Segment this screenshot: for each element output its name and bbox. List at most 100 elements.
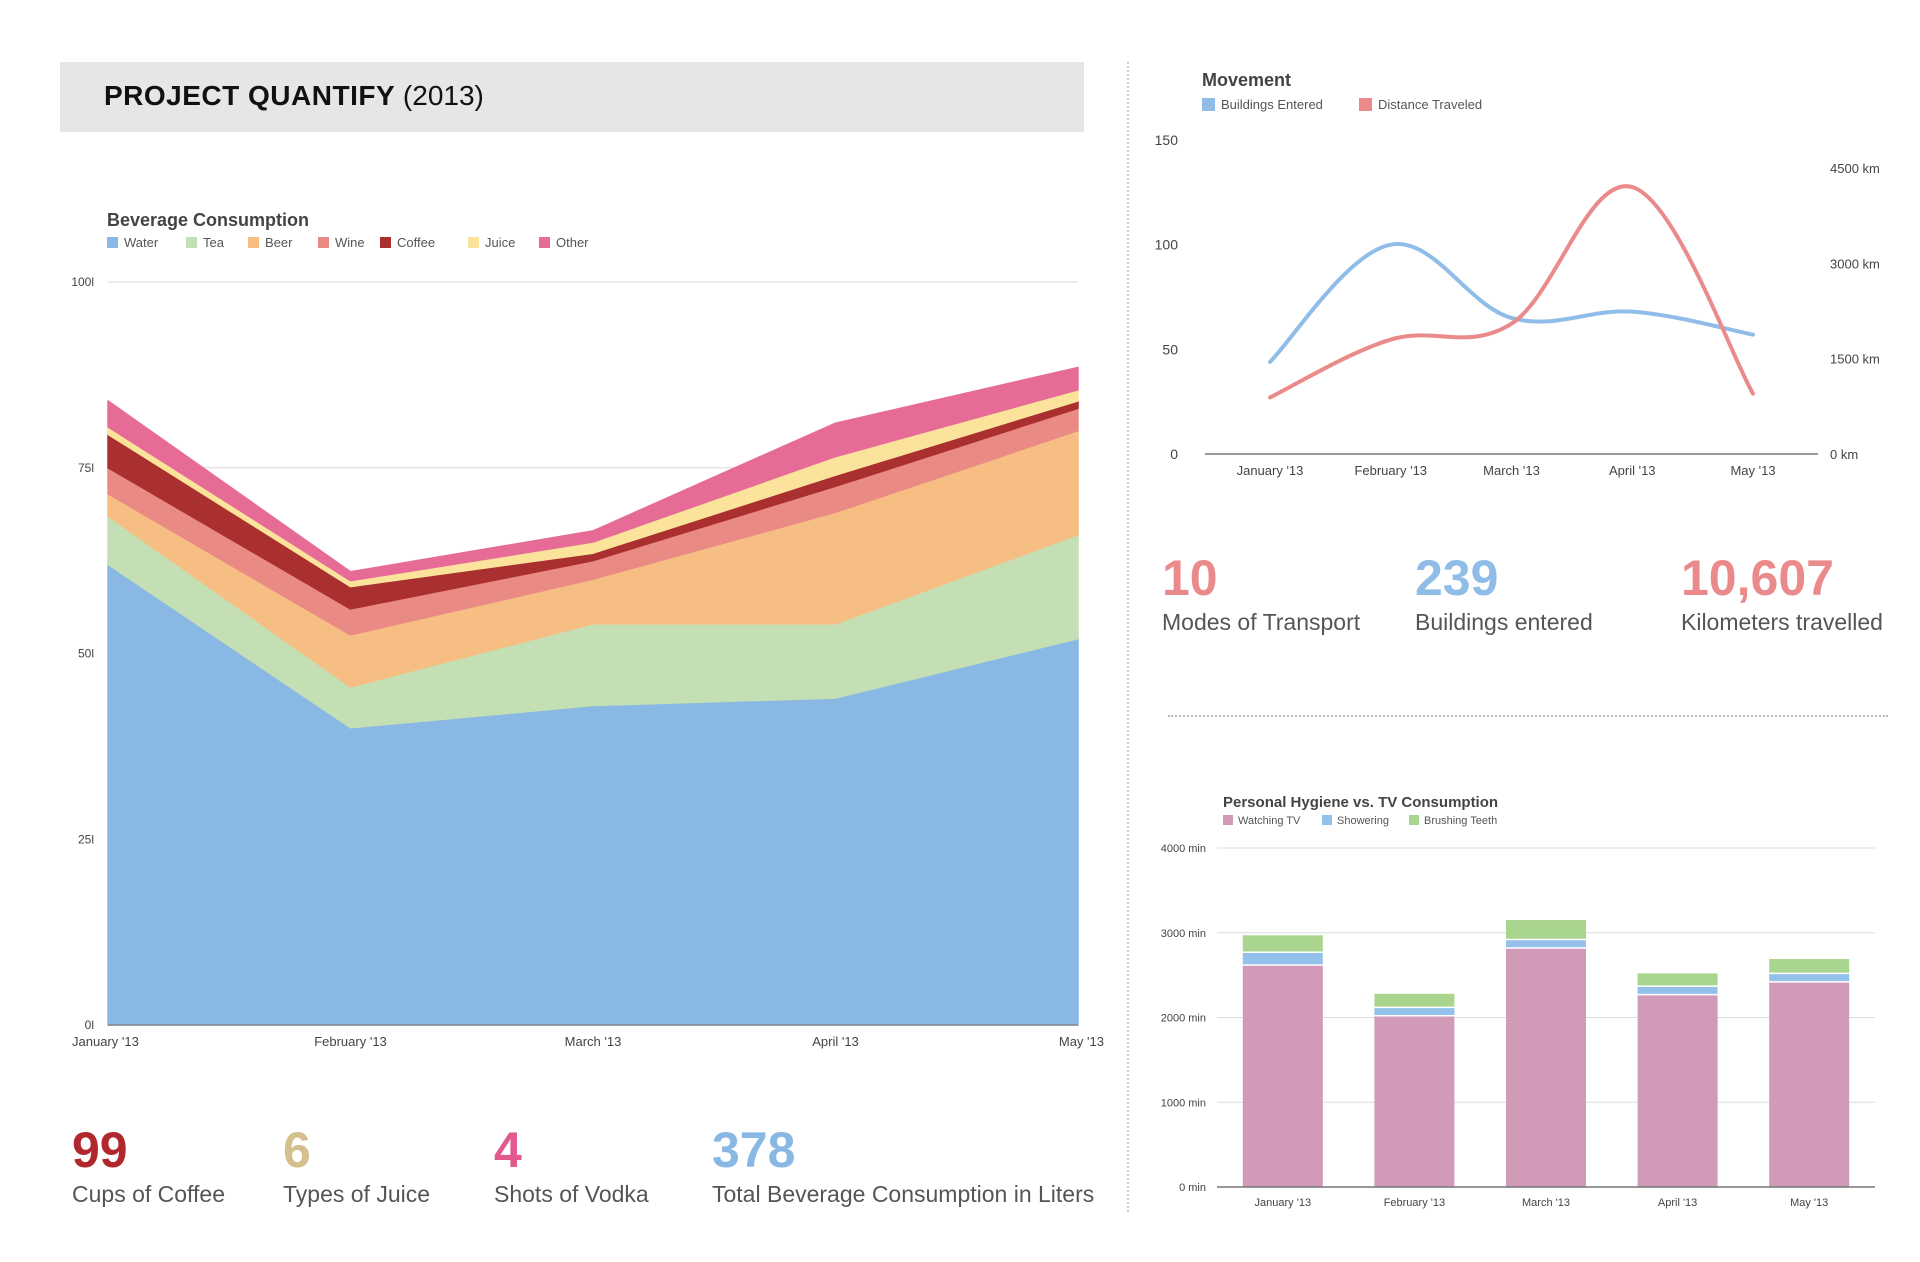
beverage-consumption-chart: Beverage Consumption Water Tea Beer Wine Coff… <box>71 210 1104 1049</box>
hygiene-chart-title: Personal Hygiene vs. TV Consumption <box>1223 794 1498 811</box>
stat-transport-value: 10 <box>1162 550 1218 606</box>
legend-swatch-wine <box>318 237 329 248</box>
legend-swatch-juice <box>468 237 479 248</box>
y-left-tick-label: 150 <box>1155 132 1179 148</box>
y-right-tick-label: 1500 km <box>1830 352 1880 367</box>
x-tick-label: April '13 <box>1609 463 1656 478</box>
area-other <box>107 366 1079 582</box>
x-tick-label: January '13 <box>72 1034 139 1049</box>
x-tick-label: March '13 <box>1483 463 1540 478</box>
x-tick-label: May '13 <box>1790 1197 1828 1209</box>
legend-label-water: Water <box>124 235 159 250</box>
stat-vodka: 4 Shots of Vodka <box>494 1125 649 1208</box>
y-right-tick-label: 3000 km <box>1830 256 1880 271</box>
y-tick-label: 2000 min <box>1161 1013 1206 1025</box>
y-tick-label: 0l <box>85 1018 94 1032</box>
y-tick-label: 75l <box>78 461 94 475</box>
stat-coffee: 99 Cups of Coffee <box>72 1125 225 1208</box>
y-tick-label: 50l <box>78 647 94 661</box>
stat-total-beverage-value: 378 <box>712 1122 796 1178</box>
x-tick-label: February '13 <box>314 1034 387 1049</box>
legend-swatch-beer <box>248 237 259 248</box>
y-left-tick-label: 0 <box>1170 446 1178 462</box>
y-tick-label: 4000 min <box>1161 843 1206 855</box>
stat-total-beverage: 378 Total Beverage Consumption in Liters <box>712 1125 1094 1208</box>
x-tick-label: January '13 <box>1237 463 1304 478</box>
stat-transport: 10 Modes of Transport <box>1162 553 1360 636</box>
stat-coffee-label: Cups of Coffee <box>72 1181 226 1207</box>
bar-showering <box>1637 986 1718 995</box>
x-tick-label: May '13 <box>1059 1034 1104 1049</box>
x-tick-label: March '13 <box>565 1034 622 1049</box>
x-tick-label: April '13 <box>812 1034 859 1049</box>
bar-brushing-teeth <box>1374 993 1455 1008</box>
title-bar: PROJECT QUANTIFY (2013) <box>60 62 1084 132</box>
legend-swatch-watching-tv <box>1223 815 1233 825</box>
stat-coffee-value: 99 <box>72 1122 128 1178</box>
bar-watching-tv <box>1769 981 1850 1187</box>
stat-vodka-label: Shots of Vodka <box>494 1181 649 1207</box>
stat-juice-value: 6 <box>283 1122 311 1178</box>
bar-showering <box>1769 973 1850 982</box>
x-tick-label: February '13 <box>1384 1197 1445 1209</box>
y-tick-label: 0 min <box>1179 1182 1206 1194</box>
stat-buildings: 239 Buildings entered <box>1415 553 1593 636</box>
x-tick-label: January '13 <box>1255 1197 1312 1209</box>
hygiene-tv-chart: Personal Hygiene vs. TV Consumption Watch… <box>1161 794 1875 1209</box>
stat-juice: 6 Types of Juice <box>283 1125 430 1208</box>
stat-kilometers: 10,607 Kilometers travelled <box>1681 553 1883 636</box>
page-title-year: (2013) <box>402 80 484 111</box>
legend-swatch-tea <box>186 237 197 248</box>
legend-label-other: Other <box>556 235 589 250</box>
stat-vodka-value: 4 <box>494 1122 522 1178</box>
legend-swatch-brushing-teeth <box>1409 815 1419 825</box>
legend-swatch-other <box>539 237 550 248</box>
legend-label-coffee: Coffee <box>397 235 435 250</box>
bar-brushing-teeth <box>1242 935 1323 953</box>
bar-showering <box>1242 952 1323 965</box>
x-tick-label: March '13 <box>1522 1197 1570 1209</box>
legend-label-brushing-teeth: Brushing Teeth <box>1424 815 1497 827</box>
legend-label-watching-tv: Watching TV <box>1238 815 1301 827</box>
legend-label-tea: Tea <box>203 235 225 250</box>
y-right-tick-label: 0 km <box>1830 447 1858 462</box>
line-buildings-entered <box>1268 242 1755 364</box>
beverage-chart-title: Beverage Consumption <box>107 210 309 230</box>
legend-swatch-coffee <box>380 237 391 248</box>
x-tick-label: April '13 <box>1658 1197 1697 1209</box>
bar-showering <box>1506 939 1586 949</box>
bar-showering <box>1374 1007 1455 1016</box>
page-title-bold: PROJECT QUANTIFY <box>104 80 396 111</box>
x-tick-label: May '13 <box>1730 463 1775 478</box>
stat-kilometers-value: 10,607 <box>1681 550 1834 606</box>
y-left-tick-label: 100 <box>1155 237 1179 253</box>
y-left-tick-label: 50 <box>1162 341 1178 357</box>
legend-swatch-buildings-entered <box>1202 98 1215 111</box>
y-tick-label: 25l <box>78 832 94 846</box>
bar-watching-tv <box>1374 1015 1455 1187</box>
page-title: PROJECT QUANTIFY (2013) <box>104 80 484 112</box>
bar-watching-tv <box>1242 964 1323 1187</box>
legend-label-buildings-entered: Buildings Entered <box>1221 97 1323 112</box>
bar-watching-tv <box>1506 948 1586 1187</box>
legend-swatch-showering <box>1322 815 1332 825</box>
stat-transport-label: Modes of Transport <box>1162 609 1361 635</box>
stat-juice-label: Types of Juice <box>283 1181 431 1207</box>
stat-buildings-label: Buildings entered <box>1415 609 1593 635</box>
y-tick-label: 3000 min <box>1161 928 1206 940</box>
movement-chart: Movement Buildings Entered Distance Travel… <box>1155 70 1880 478</box>
legend-swatch-water <box>107 237 118 248</box>
movement-chart-title: Movement <box>1202 70 1291 90</box>
legend-label-wine: Wine <box>335 235 365 250</box>
bar-watching-tv <box>1637 994 1718 1187</box>
bar-brushing-teeth <box>1637 973 1718 987</box>
legend-swatch-distance-traveled <box>1359 98 1372 111</box>
legend-label-distance-traveled: Distance Traveled <box>1378 97 1482 112</box>
y-tick-label: 100l <box>71 275 94 289</box>
legend-label-beer: Beer <box>265 235 293 250</box>
bar-brushing-teeth <box>1506 920 1586 940</box>
x-tick-label: February '13 <box>1354 463 1427 478</box>
stat-kilometers-label: Kilometers travelled <box>1681 609 1883 635</box>
legend-label-juice: Juice <box>485 235 515 250</box>
stat-buildings-value: 239 <box>1415 550 1499 606</box>
